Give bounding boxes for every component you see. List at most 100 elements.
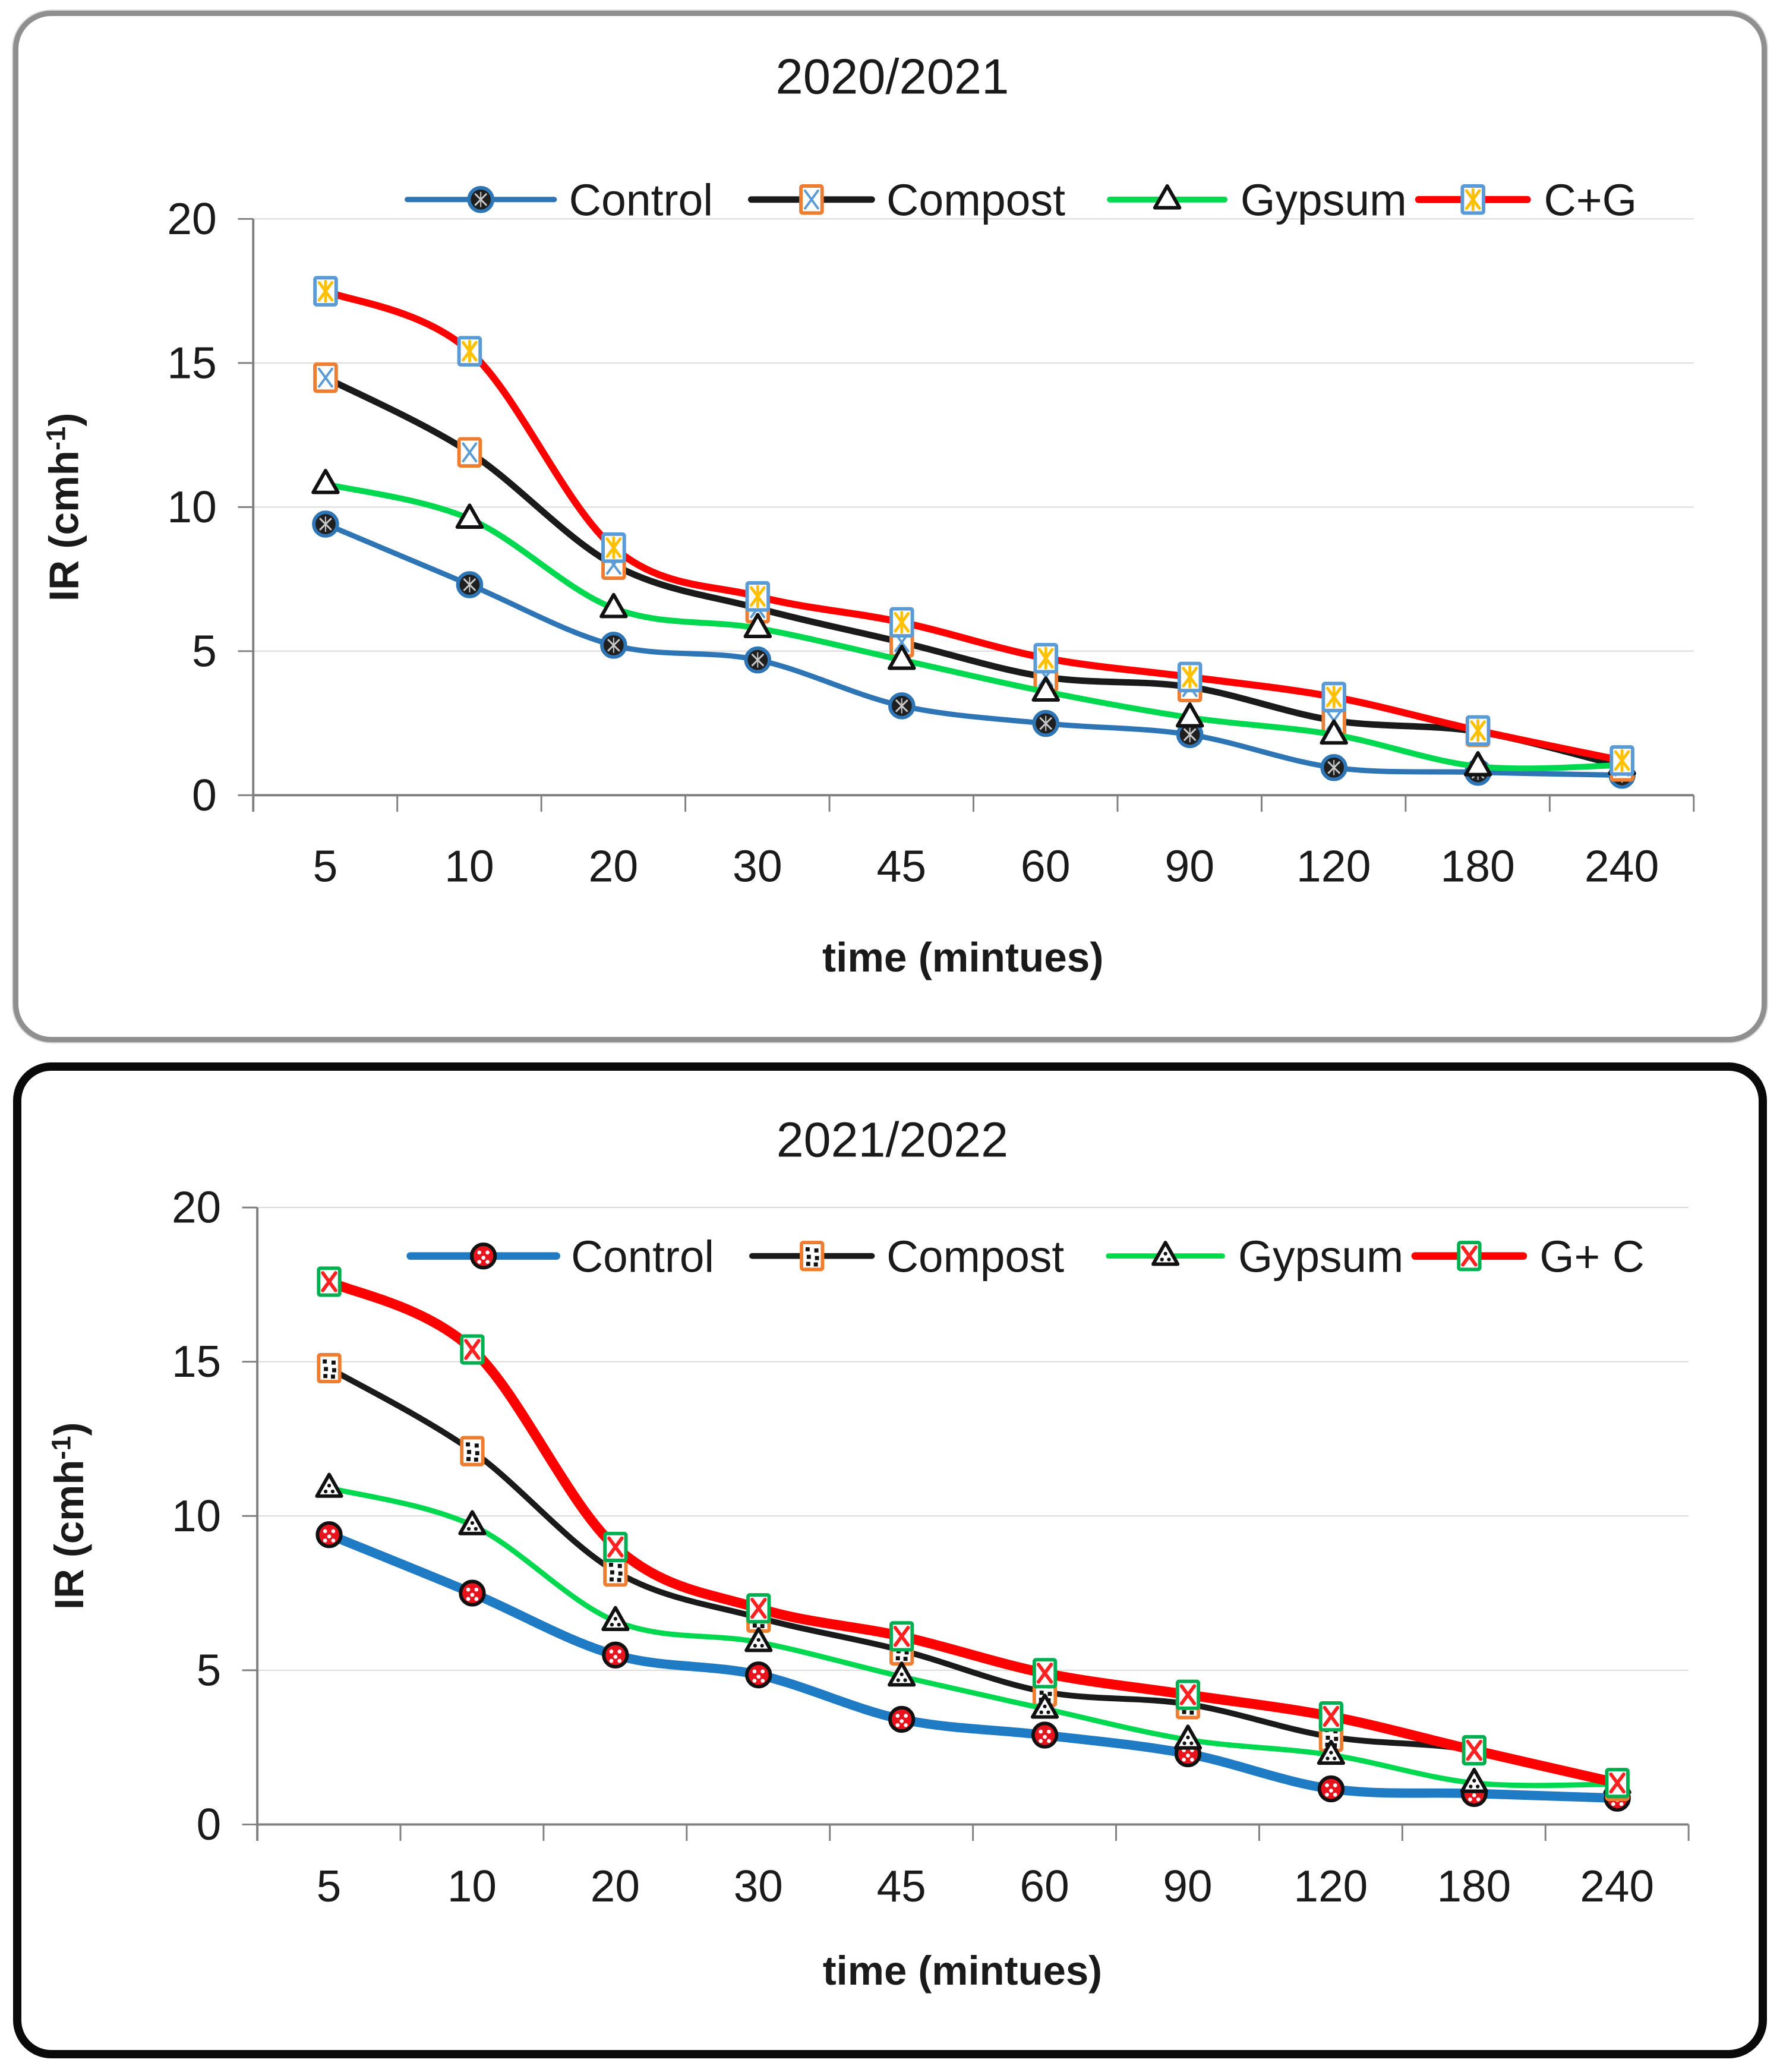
legend-marker: [1460, 184, 1486, 215]
x-tick-label: 120: [1296, 841, 1371, 891]
x-axis-label: time (mintues): [823, 1948, 1102, 1994]
data-point-marker-control: [888, 692, 916, 720]
series-line-compost: [322, 374, 1626, 770]
legend-marker: [467, 186, 494, 213]
data-point-marker-g+c: [1175, 1679, 1201, 1710]
data-point-marker-gypsum: [1030, 1693, 1059, 1719]
legend-item-g+c: G+ C: [1411, 1231, 1645, 1281]
data-point-marker-c+g: [1177, 661, 1203, 693]
data-point-marker-control: [745, 1661, 772, 1689]
legend-item-c+g: C+G: [1415, 175, 1637, 225]
data-point-marker-gypsum: [1320, 719, 1348, 745]
data-point-marker-g+c: [603, 1531, 628, 1562]
y-tick-label: 20: [167, 194, 217, 244]
series-line-c+g: [322, 288, 1626, 764]
data-point-marker-gypsum: [455, 503, 484, 529]
legend-item-control: Control: [406, 1231, 714, 1281]
data-point-marker-g+c: [889, 1621, 914, 1652]
x-tick-label: 20: [589, 841, 639, 891]
legend-label: Control: [571, 1231, 714, 1281]
y-axis-label-end: ): [46, 1422, 92, 1436]
x-tick-label: 45: [877, 1861, 926, 1911]
series-line-g+c: [324, 1276, 1623, 1788]
data-point-marker-g+c: [460, 1334, 485, 1365]
data-point-marker-c+g: [1033, 642, 1059, 674]
legend-label: Compost: [886, 175, 1065, 225]
data-point-marker-g+c: [1318, 1701, 1344, 1732]
legend-marker: [470, 1242, 497, 1270]
legend-marker: [1153, 184, 1182, 210]
y-tick-label: 15: [167, 338, 217, 388]
legend-label: Gypsum: [1241, 175, 1407, 225]
chart-title: 2021/2022: [777, 1112, 1008, 1168]
y-tick-label: 0: [192, 770, 217, 820]
y-tick-label: 5: [192, 626, 217, 676]
legend-item-compost: Compost: [748, 175, 1065, 225]
data-point-marker-g+c: [746, 1593, 771, 1624]
panel-2020-2021: 0 5 10 15 20 5 10 20 30 45 60 90 120 180 240 2020/2021 t…: [13, 11, 1767, 1042]
data-point-marker-c+g: [1321, 682, 1346, 712]
y-tick-label: 10: [172, 1491, 221, 1541]
data-point-marker-gypsum: [1031, 676, 1061, 702]
data-point-marker-c+g: [457, 336, 482, 367]
y-tick-label: 20: [172, 1182, 221, 1232]
data-point-marker-g+c: [317, 1266, 342, 1297]
y-axis-label-superscript: -1: [46, 1436, 76, 1459]
x-tick-label: 240: [1585, 841, 1659, 891]
x-tick-label: 30: [734, 1861, 783, 1911]
data-point-marker-gypsum: [1463, 751, 1492, 777]
data-point-marker-control: [1320, 753, 1347, 781]
legend-item-gypsum: Gypsum: [1106, 1231, 1403, 1281]
series-line-control: [324, 1529, 1623, 1803]
y-tick-label: 5: [197, 1645, 222, 1695]
y-tick-label: 15: [172, 1336, 221, 1386]
data-point-marker-c+g: [313, 276, 338, 307]
data-point-marker-control: [315, 1521, 343, 1549]
data-point-marker-control: [1032, 709, 1060, 737]
data-point-marker-c+g: [1609, 745, 1634, 776]
legend-label: Compost: [886, 1231, 1064, 1281]
y-axis-label-main: IR (cmh: [40, 450, 87, 601]
data-point-marker-gypsum: [888, 1661, 916, 1687]
y-axis-label-end: ): [40, 413, 87, 427]
data-point-marker-c+g: [889, 607, 914, 638]
x-tick-label: 30: [733, 841, 782, 891]
data-point-marker-gypsum: [888, 644, 916, 670]
y-axis-label: IR (cmh-1): [40, 413, 87, 602]
data-point-marker-g+c: [1462, 1735, 1487, 1766]
x-axis-label: time (mintues): [822, 934, 1103, 980]
y-axis-label: IR (cmh-1): [46, 1422, 92, 1610]
x-tick-label: 10: [447, 1861, 497, 1911]
x-tick-label: 120: [1294, 1861, 1368, 1911]
x-tick-label: 5: [313, 841, 338, 891]
legend-marker: [1151, 1241, 1180, 1266]
series-line-control: [323, 521, 1625, 778]
series-line-compost: [326, 1365, 1621, 1789]
legend-item-gypsum: Gypsum: [1107, 175, 1407, 225]
series-line-gypsum: [323, 481, 1626, 772]
legend-marker: [1457, 1241, 1482, 1272]
chart-2020-2021: 0 5 10 15 20 5 10 20 30 45 60 90 120 180 240 2020/2021 t…: [40, 49, 1695, 980]
data-point-marker-compost: [313, 362, 338, 393]
legend-marker: [799, 184, 824, 215]
x-tick-label: 20: [591, 1861, 640, 1911]
x-tick-label: 90: [1164, 841, 1214, 891]
data-point-marker-control: [1317, 1775, 1345, 1803]
data-point-marker-control: [456, 571, 484, 598]
data-point-marker-c+g: [601, 532, 626, 563]
data-point-marker-gypsum: [315, 1472, 343, 1498]
data-point-marker-gypsum: [1317, 1739, 1345, 1765]
data-point-marker-gypsum: [599, 592, 628, 619]
data-point-marker-compost: [457, 437, 482, 468]
series-line-gypsum: [326, 1485, 1620, 1789]
data-point-marker-c+g: [745, 581, 771, 612]
data-point-marker-gypsum: [311, 469, 340, 494]
data-point-marker-control: [888, 1705, 916, 1733]
data-point-marker-gypsum: [458, 1510, 487, 1535]
legend-label: Control: [569, 175, 713, 225]
x-tick-label: 45: [876, 841, 926, 891]
legend-label: Gypsum: [1238, 1231, 1403, 1281]
x-tick-label: 10: [444, 841, 494, 891]
x-tick-label: 60: [1021, 841, 1071, 891]
